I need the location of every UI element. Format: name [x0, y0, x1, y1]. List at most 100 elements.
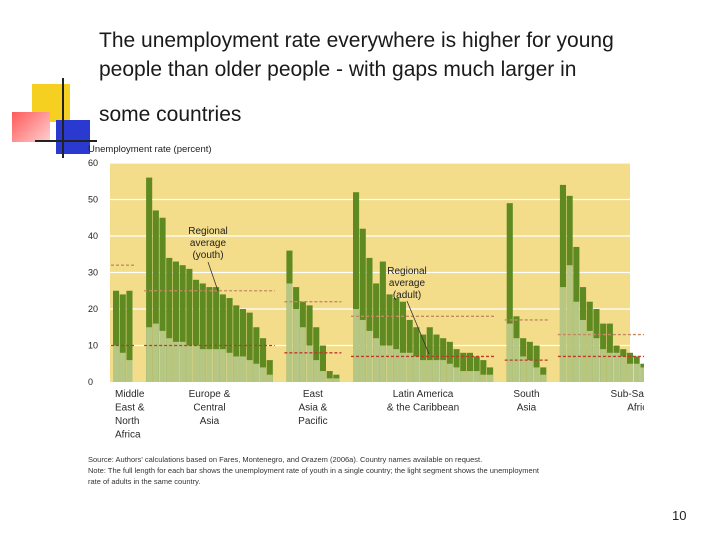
adult-bar-segment [159, 330, 166, 382]
adult-bar-segment [353, 309, 360, 382]
adult-bar-segment [126, 360, 133, 382]
adult-average-annotation: Regional [387, 266, 426, 277]
adult-bar-segment [413, 356, 420, 382]
adult-bar-segment [299, 327, 306, 382]
youth-bar [172, 261, 179, 382]
page-number: 10 [672, 508, 687, 523]
youth-bar [399, 301, 406, 382]
youth-bar [533, 345, 540, 382]
adult-bar-segment [179, 341, 186, 382]
adult-bar-segment [406, 352, 413, 382]
region-label: Europe & [189, 389, 231, 400]
adult-bar-segment [113, 345, 120, 382]
adult-bar-segment [426, 360, 433, 382]
youth-bar [379, 261, 386, 382]
adult-bar-segment [260, 367, 267, 382]
youth-bar [506, 203, 513, 382]
y-tick-label: 30 [88, 268, 98, 278]
adult-bar-segment [520, 356, 527, 382]
adult-bar-segment [359, 319, 366, 382]
adult-bar-segment [613, 352, 620, 382]
youth-bar [446, 341, 453, 382]
region-label: South [513, 389, 539, 400]
adult-annotation-leader [406, 300, 430, 355]
y-tick-label: 60 [88, 158, 98, 168]
youth-bar [433, 334, 440, 382]
y-tick-label: 40 [88, 231, 98, 241]
adult-bar-segment [393, 349, 400, 382]
youth-bar [193, 279, 200, 382]
adult-average-annotation: (adult) [393, 290, 421, 301]
adult-bar-segment [580, 319, 587, 382]
youth-average-annotation: Regional [188, 226, 227, 237]
slide-title: The unemployment rate everywhere is high… [99, 26, 699, 129]
adult-bar-segment [233, 356, 240, 382]
adult-bar-segment [286, 283, 293, 382]
youth-bar [406, 319, 413, 382]
adult-bar-segment [480, 374, 487, 382]
youth-bar [119, 294, 126, 382]
adult-bar-segment [172, 341, 179, 382]
adult-bar-segment [626, 363, 633, 382]
unemployment-chart: 0 10 20 30 40 50 60 Unemployment rate (percent)… [84, 140, 644, 450]
youth-bar [606, 323, 613, 382]
adult-bar-segment [593, 338, 600, 382]
adult-bar-segment [473, 371, 480, 382]
youth-bar [466, 352, 473, 382]
note-line-1: Note: The full length for each bar shows… [88, 466, 539, 475]
adult-bar-segment [193, 345, 200, 382]
adult-bar-segment [433, 360, 440, 382]
adult-bar-segment [606, 352, 613, 382]
deco-blue-square [56, 120, 90, 154]
adult-bar-segment [226, 352, 233, 382]
adult-bar-segment [440, 360, 447, 382]
region-label: Asia & [298, 403, 327, 414]
y-axis-label: Unemployment rate (percent) [88, 144, 212, 155]
adult-bar-segment [540, 374, 547, 382]
slide-decoration [0, 0, 100, 170]
adult-bar-segment [446, 363, 453, 382]
adult-bar-segment [239, 356, 246, 382]
adult-bar-segment [399, 352, 406, 382]
region-label: Central [193, 403, 225, 414]
youth-bar [239, 309, 246, 382]
adult-average-annotation: average [389, 278, 426, 289]
youth-bar [426, 327, 433, 382]
title-line-1: The unemployment rate everywhere is high… [99, 29, 614, 52]
y-tick-label: 10 [88, 341, 98, 351]
region-label: North [115, 416, 139, 427]
adult-bar-segment [640, 367, 644, 382]
adult-bar-segment [206, 349, 213, 382]
youth-bar [413, 327, 420, 382]
adult-bar-segment [566, 265, 573, 382]
youth-bar [366, 257, 373, 382]
adult-bar-segment [166, 338, 173, 382]
adult-bar-segment [306, 345, 313, 382]
adult-bar-segment [213, 349, 220, 382]
youth-bar [453, 349, 460, 382]
region-label: Asia [517, 403, 537, 414]
note-line-2: rate of adults in the same country. [88, 477, 201, 486]
youth-bar [146, 177, 153, 382]
youth-bar [326, 371, 333, 382]
adult-bar-segment [600, 349, 607, 382]
adult-bar-segment [573, 301, 580, 382]
youth-bar [460, 352, 467, 382]
adult-bar-segment [526, 360, 533, 382]
youth-bar [179, 265, 186, 382]
youth-bar [166, 257, 173, 382]
youth-bar [253, 327, 260, 382]
adult-bar-segment [333, 378, 340, 382]
title-line-2: people than older people - with gaps muc… [99, 58, 577, 81]
region-label: East & [115, 403, 145, 414]
adult-bar-segment [386, 345, 393, 382]
youth-bar [246, 312, 253, 382]
region-label: Pacific [298, 416, 327, 427]
deco-red-square [12, 112, 50, 142]
region-label: East [303, 389, 323, 400]
youth-bar [359, 228, 366, 382]
region-label: & the Caribbean [387, 403, 459, 414]
adult-bar-segment [533, 367, 540, 382]
adult-bar-segment [219, 349, 226, 382]
adult-bar-segment [460, 371, 467, 382]
